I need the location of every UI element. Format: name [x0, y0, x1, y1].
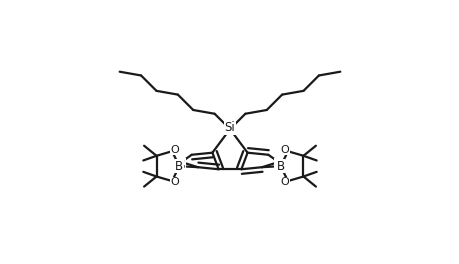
Text: O: O: [170, 145, 179, 155]
Text: B: B: [175, 160, 183, 173]
Text: O: O: [280, 177, 289, 187]
Text: S: S: [274, 159, 282, 172]
Text: B: B: [276, 160, 284, 173]
Text: O: O: [170, 177, 179, 187]
Text: S: S: [177, 159, 185, 172]
Text: Si: Si: [224, 121, 235, 134]
Text: O: O: [280, 145, 289, 155]
